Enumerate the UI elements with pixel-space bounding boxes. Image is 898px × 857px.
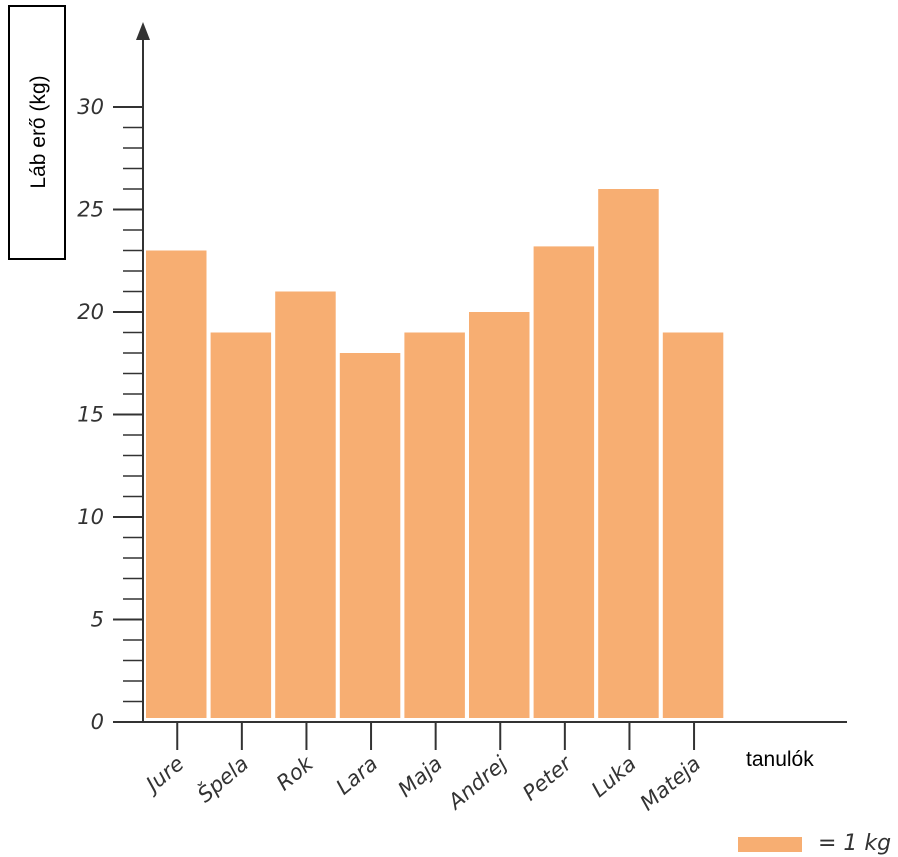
x-tick-label-andrej: Andrej: [442, 751, 511, 815]
x-tick-label-rok: Rok: [272, 751, 318, 795]
y-tick-label-0: 0: [91, 710, 104, 734]
y-ticks-group: 0 5 10 15 20 25 30: [77, 95, 143, 734]
bar-mateja: [662, 332, 724, 718]
y-axis-label: Láb erő (kg): [27, 75, 50, 188]
y-tick-label-20: 20: [77, 300, 104, 324]
bar-peter: [533, 246, 595, 718]
x-tick-label-špela: Špela: [192, 751, 253, 808]
y-tick-label-5: 5: [91, 608, 104, 632]
y-axis-label-box: Láb erő (kg): [8, 5, 66, 260]
x-axis-label: tanulók: [746, 748, 814, 771]
bar-luka: [598, 189, 659, 718]
x-tick-label-lara: Lara: [332, 751, 383, 799]
legend-label: = 1 kg: [818, 831, 891, 856]
y-axis-label-frame: [8, 5, 66, 260]
bar-maja: [404, 332, 465, 718]
bar-lara: [339, 353, 401, 718]
bar-andrej: [469, 312, 530, 718]
x-tick-label-maja: Maja: [393, 751, 447, 801]
y-tick-label-25: 25: [77, 198, 104, 222]
legend: = 1 kg: [738, 831, 891, 856]
y-tick-label-10: 10: [77, 505, 104, 529]
bar-špela: [210, 332, 272, 718]
x-tick-label-luka: Luka: [587, 751, 641, 802]
bars-group: [146, 189, 724, 718]
bar-jure: [146, 250, 207, 718]
y-axis-arrow: [136, 22, 150, 40]
bar-rok: [275, 291, 336, 718]
y-tick-label-30: 30: [77, 95, 104, 119]
x-tick-label-peter: Peter: [518, 751, 577, 806]
legend-swatch: [738, 837, 802, 852]
x-tick-label-jure: Jure: [139, 751, 189, 798]
y-tick-label-15: 15: [77, 403, 104, 427]
x-tick-label-mateja: Mateja: [636, 751, 706, 815]
